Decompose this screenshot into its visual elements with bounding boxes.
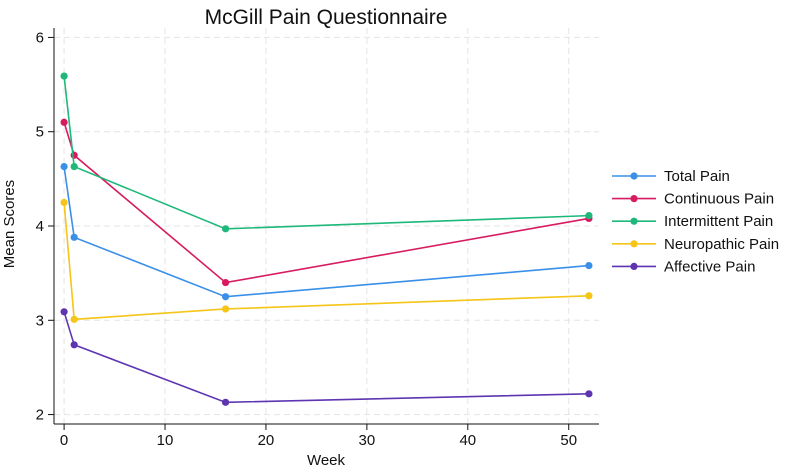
legend-item: Neuropathic Pain	[612, 236, 779, 253]
y-tick-label: 5	[36, 124, 44, 141]
series-line	[63, 75, 589, 230]
legend-label: Intermittent Pain	[664, 213, 773, 230]
data-point	[585, 212, 593, 220]
data-point	[221, 225, 230, 233]
x-tick-label: 10	[157, 432, 174, 449]
series-neuropathic-pain	[60, 198, 593, 323]
legend-label: Continuous Pain	[664, 191, 774, 208]
y-tick-label: 3	[36, 312, 44, 329]
legend-item: Intermittent Pain	[612, 213, 773, 230]
x-tick-label: 50	[560, 432, 577, 449]
plot-area	[60, 72, 593, 406]
x-tick-label: 0	[60, 432, 68, 449]
x-axis-label: Week	[307, 452, 346, 468]
data-point	[70, 315, 78, 323]
legend-label: Total Pain	[664, 168, 730, 185]
data-point	[60, 198, 68, 207]
legend-label: Neuropathic Pain	[664, 236, 779, 253]
legend-marker	[630, 262, 638, 270]
data-point	[221, 278, 230, 287]
y-axis-label: Mean Scores	[1, 180, 18, 268]
data-point	[70, 233, 78, 241]
series-continuous-pain	[60, 118, 593, 287]
legend-marker	[630, 172, 638, 180]
data-point	[585, 292, 593, 300]
legend-label: Affective Pain	[664, 258, 755, 275]
data-point	[70, 163, 78, 171]
legend-marker	[630, 217, 638, 225]
data-point	[221, 305, 230, 313]
legend-item: Affective Pain	[612, 258, 755, 275]
legend-marker	[630, 240, 638, 248]
axes: 2 3 4 5 6 0 10 20 30 40 50	[36, 28, 599, 449]
data-point	[60, 163, 68, 171]
data-point	[585, 262, 593, 270]
series-line	[63, 166, 589, 298]
y-tick-label: 2	[36, 407, 44, 424]
legend-item: Continuous Pain	[612, 191, 774, 208]
data-point	[221, 293, 230, 301]
series-line	[63, 122, 590, 284]
legend: Total Pain Continuous Pain Intermittent Pa…	[612, 168, 779, 275]
data-point	[585, 390, 593, 398]
grid	[54, 28, 599, 424]
data-point	[70, 341, 78, 349]
series-line	[63, 311, 589, 404]
series-intermittent-pain	[60, 72, 593, 233]
legend-item: Total Pain	[612, 168, 730, 185]
data-point	[60, 308, 68, 316]
y-tick-label: 6	[36, 29, 44, 46]
series-line	[63, 202, 589, 321]
data-point	[70, 151, 78, 159]
chart-title: McGill Pain Questionnaire	[205, 6, 448, 29]
data-point	[60, 72, 68, 80]
y-tick-label: 4	[36, 218, 44, 235]
x-tick-label: 30	[359, 432, 376, 449]
x-tick-label: 20	[258, 432, 275, 449]
x-tick-label: 40	[459, 432, 476, 449]
series-affective-pain	[60, 308, 593, 406]
data-point	[60, 118, 68, 126]
legend-marker	[630, 195, 638, 203]
data-point	[221, 398, 230, 406]
series-total-pain	[60, 163, 593, 301]
